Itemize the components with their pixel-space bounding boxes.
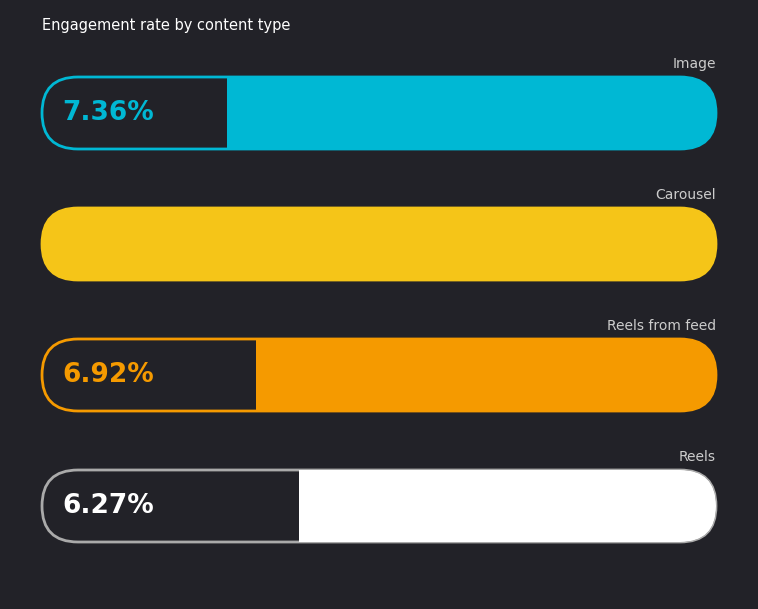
FancyBboxPatch shape	[227, 77, 716, 149]
FancyBboxPatch shape	[256, 339, 716, 411]
Text: Carousel: Carousel	[656, 188, 716, 202]
Text: 6.27%: 6.27%	[62, 493, 154, 519]
Text: 10.15%: 10.15%	[62, 231, 172, 257]
FancyBboxPatch shape	[42, 470, 716, 542]
Bar	[299, 470, 353, 542]
FancyBboxPatch shape	[42, 77, 716, 149]
Text: Engagement rate by content type: Engagement rate by content type	[42, 18, 290, 33]
FancyBboxPatch shape	[42, 339, 716, 411]
Text: 7.36%: 7.36%	[62, 100, 154, 126]
FancyBboxPatch shape	[42, 208, 716, 280]
FancyBboxPatch shape	[42, 208, 716, 280]
FancyBboxPatch shape	[299, 470, 716, 542]
Text: Reels from feed: Reels from feed	[607, 319, 716, 333]
Text: Reels: Reels	[679, 450, 716, 464]
Bar	[256, 339, 310, 411]
Text: 6.92%: 6.92%	[62, 362, 154, 388]
Bar	[227, 77, 281, 149]
Text: Image: Image	[672, 57, 716, 71]
